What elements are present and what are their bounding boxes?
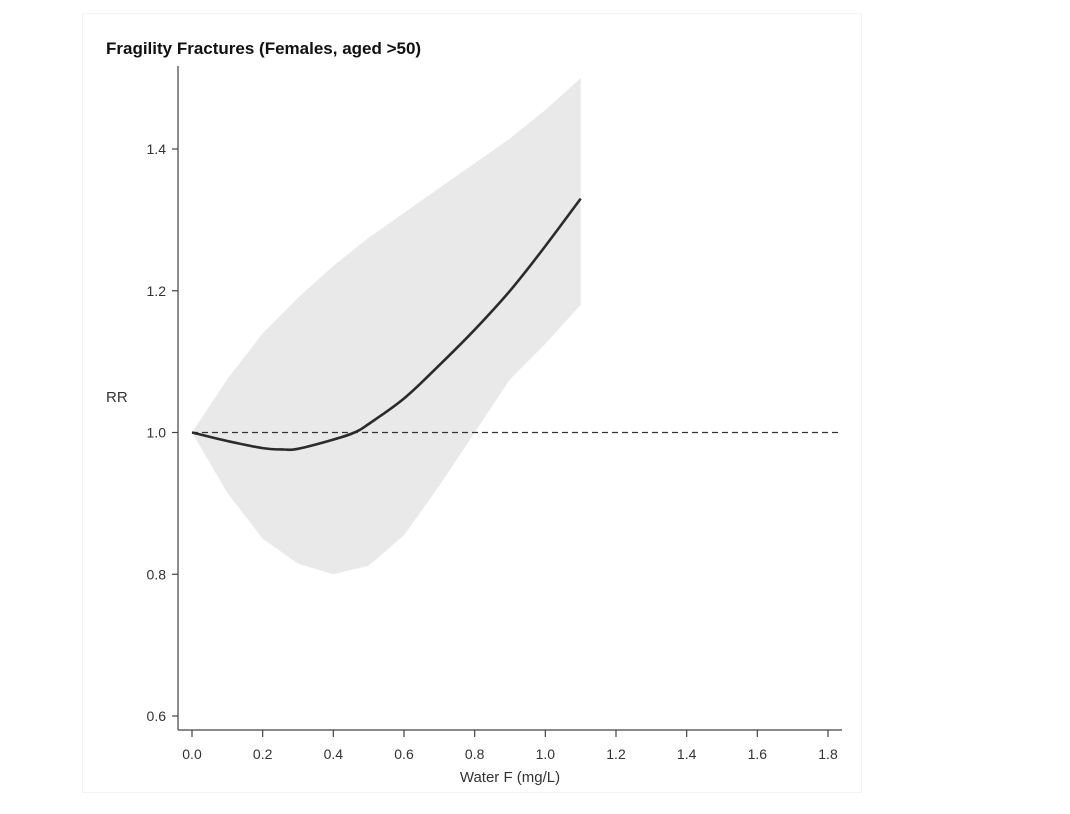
confidence-band [192,78,581,575]
x-tick-label: 0.6 [394,746,414,762]
x-tick-label: 1.6 [748,746,768,762]
series-line-layer [191,197,582,452]
y-tick-label: 1.2 [147,283,167,299]
x-tick-label: 0.4 [324,746,344,762]
y-tick-label: 1.4 [147,141,167,157]
axes-layer: 0.6 0.8 1.0 1.2 1.4 0.0 0.2 0.4 0.6 0.8 1.0 1.2 1.4 1… [147,66,842,762]
confidence-band-layer [192,78,581,575]
x-tick-label: 0.2 [253,746,273,762]
x-tick-label: 1.8 [818,746,838,762]
chart-title: Fragility Fractures (Females, aged >50) [106,39,421,58]
y-tick-label: 0.6 [147,708,167,724]
x-tick-label: 1.0 [536,746,556,762]
x-tick-label: 0.0 [182,746,202,762]
x-axis-label: Water F (mg/L) [460,769,560,786]
x-tick-label: 1.4 [677,746,697,762]
y-axis-label: RR [106,389,128,406]
y-tick-label: 0.8 [147,566,167,582]
x-tick-label: 1.2 [606,746,626,762]
x-tick-label: 0.8 [465,746,485,762]
y-tick-label: 1.0 [147,425,167,441]
series-line-0 [191,197,582,452]
